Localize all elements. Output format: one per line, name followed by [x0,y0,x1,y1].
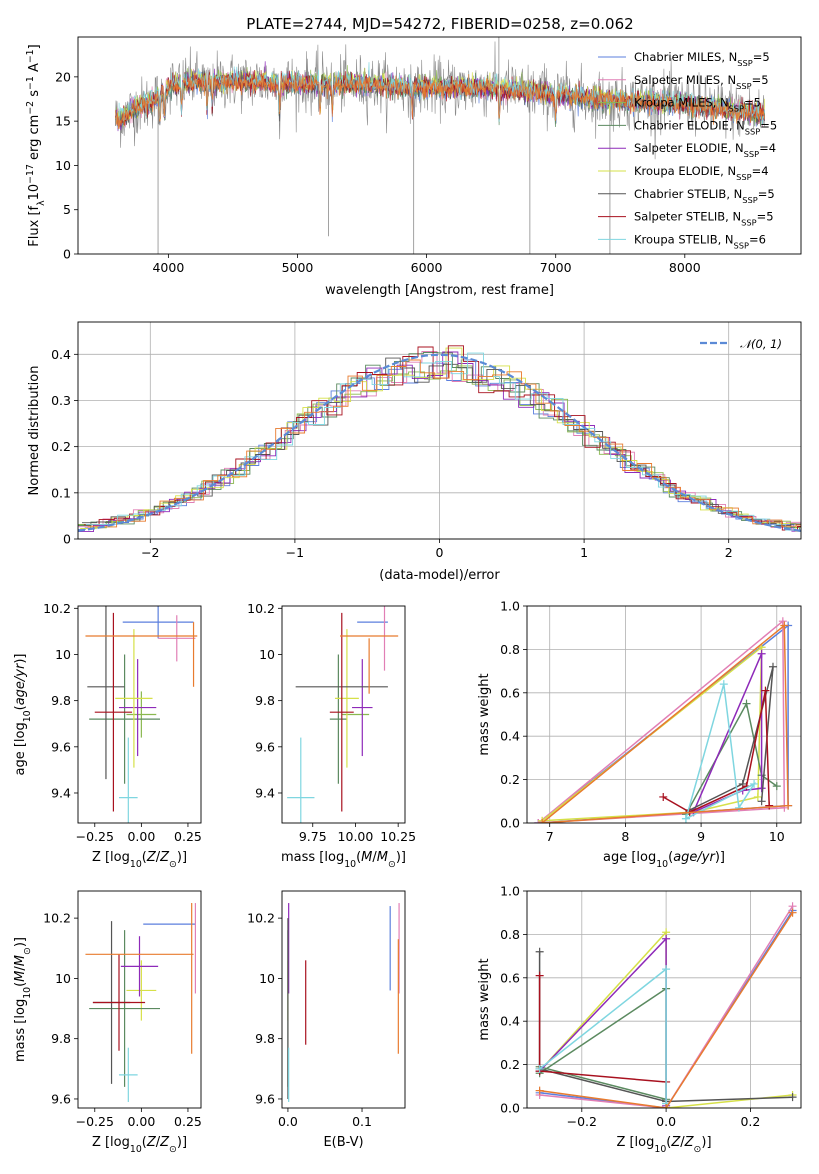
x-tick-label: 4000 [152,260,184,275]
y-tick-label: 0.6 [500,970,520,985]
y-tick-label: 9.8 [51,1031,71,1046]
y-tick-label: 10.2 [247,601,275,616]
y-tick-label: 5 [63,202,71,217]
legend-entry: 𝒩(0, 1) [740,337,782,351]
y-tick-label: 20 [55,69,71,84]
x-tick-label: 0.0 [656,1114,676,1129]
y-tick-label: 9.6 [255,1091,275,1106]
y-tick-label: 10 [259,971,275,986]
y-tick-label: 0.2 [500,1057,520,1072]
y-tick-label: 9.6 [51,1091,71,1106]
x-tick-label: −0.2 [567,1114,597,1129]
figure-title: PLATE=2744, MJD=54272, FIBERID=0258, z=0… [246,15,633,33]
y-tick-label: 0 [63,532,71,547]
y-tick-label: 10 [55,971,71,986]
x-tick-label: 0.00 [127,829,155,844]
y-tick-label: 1.0 [500,599,520,614]
x-tick-label: 0 [436,545,444,560]
y-tick-label: 0.0 [500,1101,520,1116]
y-tick-label: 10 [55,158,71,173]
x-tick-label: 1 [580,545,588,560]
y-tick-label: 0.2 [51,439,71,454]
y-tick-label: 0.8 [500,642,520,657]
x-tick-label: 6000 [411,260,443,275]
x-tick-label: 9 [697,829,705,844]
x-tick-label: 10 [769,829,785,844]
y-tick-label: 9.4 [255,785,275,800]
x-axis-label: wavelength [Angstrom, rest frame] [325,283,554,298]
x-tick-label: 0.25 [174,1114,202,1129]
x-tick-label: 0.25 [174,829,202,844]
y-tick-label: 0.8 [500,927,520,942]
x-tick-label: 8 [621,829,629,844]
y-tick-label: 10.2 [247,911,275,926]
x-tick-label: 0.00 [127,1114,155,1129]
x-tick-label: −1 [286,545,304,560]
y-tick-label: 9.6 [255,739,275,754]
x-tick-label: 0.2 [740,1114,760,1129]
y-tick-label: 10 [55,647,71,662]
y-tick-label: 9.8 [255,1031,275,1046]
y-tick-label: 15 [55,114,71,129]
y-tick-label: 0.0 [500,816,520,831]
y-axis-label: mass weight [477,673,492,755]
y-tick-label: 1.0 [500,884,520,899]
y-tick-label: 9.8 [255,693,275,708]
x-tick-label: 2 [725,545,733,560]
y-tick-label: 0.2 [500,772,520,787]
y-tick-label: 9.6 [51,739,71,754]
x-tick-label: 10.00 [338,829,374,844]
y-tick-label: 0 [63,247,71,262]
y-tick-label: 0.3 [51,393,71,408]
x-tick-label: 7000 [540,260,572,275]
y-tick-label: 9.4 [51,785,71,800]
y-tick-label: 0.6 [500,685,520,700]
x-tick-label: −0.25 [76,829,114,844]
y-axis-label: Normed distribution [27,366,42,496]
y-tick-label: 0.4 [500,729,520,744]
y-tick-label: 9.8 [51,693,71,708]
x-axis-label: (data-model)/error [379,568,500,583]
x-tick-label: 5000 [282,260,314,275]
y-tick-label: 0.4 [51,347,71,362]
x-axis-label: E(B-V) [323,1135,363,1150]
x-tick-label: −2 [141,545,159,560]
y-tick-label: 10.2 [43,601,71,616]
x-tick-label: 0.1 [352,1114,372,1129]
x-tick-label: 8000 [669,260,701,275]
x-tick-label: 0.0 [278,1114,298,1129]
y-tick-label: 0.4 [500,1014,520,1029]
y-axis-label: mass weight [477,958,492,1040]
y-tick-label: 10 [259,647,275,662]
x-tick-label: 9.75 [299,829,327,844]
y-tick-label: 10.2 [43,911,71,926]
x-tick-label: 7 [546,829,554,844]
x-tick-label: 10.25 [380,829,416,844]
x-tick-label: −0.25 [76,1114,114,1129]
y-tick-label: 0.1 [51,485,71,500]
